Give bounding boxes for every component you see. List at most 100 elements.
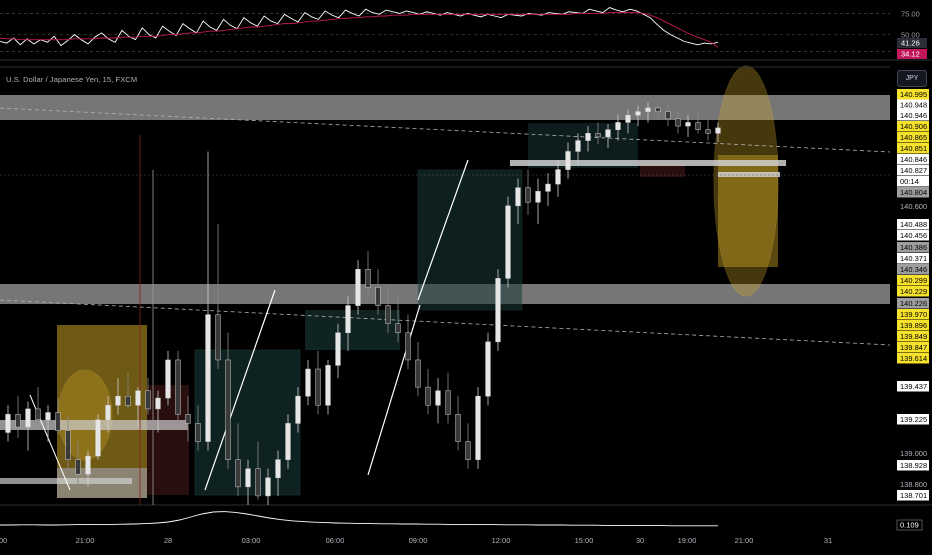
teal-box-zone-2 [305, 310, 400, 350]
time-tick-label: 21:00 [735, 536, 754, 545]
price-label: 140.371 [900, 254, 927, 263]
candle-body [205, 314, 211, 442]
candle-body [175, 359, 181, 415]
price-label: 140.804 [900, 188, 927, 197]
candle-body [675, 118, 681, 127]
price-label-badge [897, 187, 929, 198]
price-label-badge [897, 143, 929, 154]
candle-body [85, 455, 91, 475]
candle-body [545, 183, 551, 192]
price-label: 140.995 [900, 90, 927, 99]
candle-body [65, 430, 71, 460]
time-tick-label: 03:00 [242, 536, 261, 545]
price-label: 140.226 [900, 299, 927, 308]
price-label: 140.827 [900, 166, 927, 175]
price-label: 139.896 [900, 321, 927, 330]
candle-body [135, 390, 141, 406]
trendline-lower [0, 299, 891, 346]
symbol-title: U.S. Dollar / Japanese Yen, 15, FXCM [6, 75, 138, 84]
candles-layer [5, 100, 721, 505]
candle-body [115, 395, 121, 406]
volume-value-label: 0.109 [900, 521, 919, 530]
price-label-badge [897, 165, 929, 176]
price-label: 140.600 [900, 202, 927, 211]
price-label: 139.970 [900, 310, 927, 319]
currency-badge[interactable]: JPY [897, 70, 927, 87]
price-label-badge [897, 309, 929, 320]
price-label: 140.488 [900, 220, 927, 229]
candle-body [125, 395, 131, 406]
candle-body [535, 191, 541, 203]
candle-body [255, 468, 261, 497]
candle-body [305, 368, 311, 397]
candle-body [465, 441, 471, 460]
candle-body [275, 459, 281, 479]
rsi-line [0, 7, 719, 47]
price-label-badge [897, 219, 929, 230]
time-axis[interactable]: 00 21:00 28 03:00 06:00 09:00 12:00 15:00 30 19:0… [0, 536, 832, 545]
candle-body [265, 477, 271, 497]
candle-body [505, 205, 511, 279]
candle-body [565, 151, 571, 170]
candle-body [215, 314, 221, 361]
price-label-badge [897, 298, 929, 309]
candle-body [395, 323, 401, 334]
osc-tick-label: 50.00 [901, 31, 920, 40]
candle-body [685, 122, 691, 127]
candle-body [295, 395, 301, 424]
price-label-badge [897, 89, 929, 100]
price-label-badge [897, 176, 929, 187]
price-label-badge [897, 253, 929, 264]
candle-body [525, 187, 531, 203]
candle-body [695, 122, 701, 130]
white-trend-3 [417, 159, 469, 301]
time-tick-label: 21:00 [76, 536, 95, 545]
candle-body [715, 127, 721, 134]
price-label: 140.851 [900, 144, 927, 153]
price-label-badge [897, 110, 929, 121]
price-label-badge [897, 320, 929, 331]
price-label-badge [897, 230, 929, 241]
price-label: 138.800 [900, 480, 927, 489]
grey-strip-left [0, 420, 188, 430]
candle-body [595, 133, 601, 138]
price-label: 140.846 [900, 155, 927, 164]
candle-body [665, 111, 671, 120]
candle-body [435, 390, 441, 406]
candle-body [445, 390, 451, 415]
candle-body [75, 459, 81, 475]
osc-value-badge [897, 49, 927, 59]
red-box-zone-2 [640, 163, 685, 177]
candle-body [705, 129, 711, 134]
grid-layer [0, 59, 932, 506]
price-label: 140.386 [900, 243, 927, 252]
price-label: 139.847 [900, 343, 927, 352]
candle-body [315, 368, 321, 406]
price-label: 139.437 [900, 382, 927, 391]
price-label: 140.299 [900, 276, 927, 285]
price-label-badge [897, 154, 929, 165]
candle-body [55, 412, 61, 431]
grey-strip-right [510, 160, 786, 166]
time-tick-label: 28 [164, 536, 172, 545]
candle-body [5, 414, 11, 433]
candle-body [235, 459, 241, 488]
time-tick-label: 31 [824, 536, 832, 545]
candle-body [325, 365, 331, 406]
price-label-badge [897, 99, 929, 110]
price-label: 140.906 [900, 122, 927, 131]
candle-body [375, 287, 381, 306]
zones-layer [0, 65, 890, 498]
candle-body [575, 140, 581, 152]
rsi-signal-line [0, 12, 719, 48]
supply-zone-band [0, 95, 890, 120]
candle-body [515, 187, 521, 207]
price-label: 140.948 [900, 101, 927, 110]
price-label: 140.946 [900, 111, 927, 120]
candle-body [155, 397, 161, 410]
price-label: 139.000 [900, 449, 927, 458]
